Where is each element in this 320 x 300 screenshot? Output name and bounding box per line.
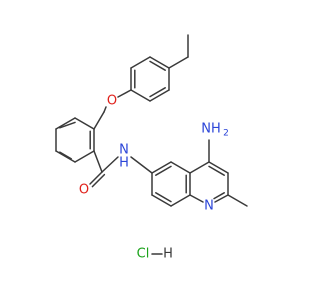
bond: [189, 161, 210, 174]
bond: [93, 111, 105, 130]
bonds: [55, 34, 248, 255]
bond: [91, 173, 106, 188]
atom-label: H: [163, 247, 173, 262]
bond: [151, 161, 172, 174]
bond: [93, 150, 103, 173]
bond: [59, 151, 72, 160]
bond: [117, 89, 132, 98]
bond: [149, 87, 166, 98]
atom-label: NH: [201, 122, 221, 137]
bond: [74, 117, 95, 130]
bond: [130, 56, 151, 69]
bond: [149, 60, 166, 71]
bond: [74, 150, 95, 163]
bond: [213, 192, 225, 200]
bond: [214, 194, 229, 203]
atom-label: Cl: [137, 247, 150, 262]
bond: [59, 121, 76, 129]
bond: [208, 161, 229, 174]
bond: [55, 150, 76, 163]
atom-label: N: [204, 199, 214, 214]
atom-label: N: [119, 143, 129, 158]
atom-subscript: 2: [223, 129, 229, 139]
bond: [155, 165, 172, 176]
bond: [55, 117, 76, 130]
atom-label: H: [119, 156, 129, 171]
bond: [130, 156, 153, 174]
bond: [149, 56, 170, 69]
bond: [170, 194, 191, 207]
bond: [189, 194, 204, 203]
bond: [89, 171, 103, 185]
bond: [208, 165, 225, 176]
bond: [151, 194, 172, 207]
bond: [227, 194, 248, 207]
bond: [168, 56, 189, 69]
atom-label: O: [79, 183, 89, 198]
bond: [101, 156, 119, 173]
bond: [149, 89, 170, 102]
molecule-diagram: O O N H NH 2 N Cl H: [55, 34, 248, 262]
atom-label: O: [107, 94, 117, 109]
bond: [103, 106, 107, 113]
bond: [170, 161, 191, 174]
bond: [155, 192, 172, 203]
bond: [130, 89, 151, 102]
